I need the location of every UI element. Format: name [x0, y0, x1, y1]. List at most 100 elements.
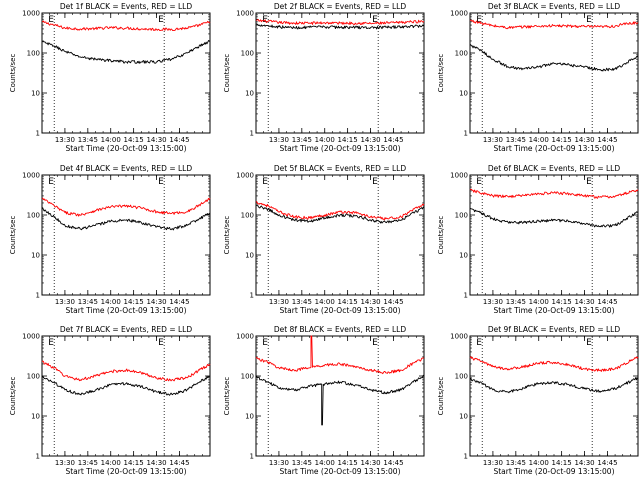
x-tick-label: 13:30 — [269, 459, 289, 467]
x-tick-label: 14:45 — [169, 136, 189, 144]
y-axis-label: Counts/sec — [9, 54, 17, 93]
x-tick-label: 14:00 — [315, 136, 335, 144]
event-marker-label: E — [48, 338, 54, 348]
chart-title: Det 8f BLACK = Events, RED = LLD — [274, 325, 407, 334]
chart-panel-8: Det 8f BLACK = Events, RED = LLD 1 10 100 10… — [223, 325, 425, 476]
series-line-black — [255, 374, 425, 426]
x-tick-label: 14:45 — [383, 298, 403, 306]
x-tick-label: 14:30 — [146, 298, 166, 306]
y-tick-label: 1000 — [236, 10, 254, 18]
y-tick-label: 1 — [250, 292, 254, 300]
event-marker-label: E — [262, 177, 268, 187]
y-tick-label: 1 — [464, 130, 468, 138]
y-axis-label: Counts/sec — [437, 377, 445, 416]
x-axis-label: Start Time (20-Oct-09 13:15:00) — [493, 306, 614, 315]
x-tick-label: 14:30 — [360, 136, 380, 144]
y-tick-label: 10 — [31, 252, 40, 260]
series-line-black — [469, 208, 639, 228]
x-tick-label: 14:30 — [574, 298, 594, 306]
y-tick-label: 1000 — [236, 172, 254, 180]
event-marker-label: E — [372, 338, 378, 348]
event-marker-label: E — [476, 15, 482, 25]
x-tick-label: 14:15 — [338, 136, 358, 144]
series-line-black — [255, 23, 425, 30]
event-marker-label: E — [476, 177, 482, 187]
x-tick-label: 14:30 — [360, 459, 380, 467]
series-line-red — [255, 201, 425, 221]
x-tick-label: 14:30 — [574, 136, 594, 144]
x-tick-label: 13:30 — [55, 298, 75, 306]
x-tick-label: 13:45 — [292, 298, 312, 306]
series-line-red — [469, 356, 639, 372]
x-tick-label: 13:30 — [55, 459, 75, 467]
event-marker-label: E — [372, 15, 378, 25]
series-line-red — [41, 360, 211, 382]
y-tick-label: 100 — [455, 212, 468, 220]
x-tick-label: 14:30 — [360, 298, 380, 306]
y-tick-label: 1 — [464, 292, 468, 300]
y-tick-label: 1000 — [450, 172, 468, 180]
series-line-red — [255, 335, 425, 375]
series-line-black — [469, 377, 639, 394]
y-tick-label: 100 — [241, 50, 254, 58]
x-axis-label: Start Time (20-Oct-09 13:15:00) — [493, 467, 614, 476]
y-tick-label: 10 — [459, 413, 468, 421]
y-axis-label: Counts/sec — [223, 216, 231, 255]
event-marker-label: E — [48, 177, 54, 187]
y-axis-label: Counts/sec — [9, 377, 17, 416]
x-tick-label: 14:45 — [597, 298, 617, 306]
y-tick-label: 1000 — [22, 333, 40, 341]
x-tick-label: 14:30 — [146, 136, 166, 144]
y-axis-label: Counts/sec — [437, 54, 445, 93]
y-axis-label: Counts/sec — [437, 216, 445, 255]
x-tick-label: 14:00 — [101, 136, 121, 144]
y-tick-label: 100 — [27, 212, 40, 220]
chart-panel-2: Det 2f BLACK = Events, RED = LLD 1 10 100 10… — [223, 2, 425, 153]
y-tick-label: 1000 — [450, 10, 468, 18]
x-tick-label: 14:15 — [552, 298, 572, 306]
y-tick-label: 1 — [464, 453, 468, 461]
x-tick-label: 14:45 — [383, 136, 403, 144]
y-tick-label: 1000 — [22, 10, 40, 18]
y-axis-label: Counts/sec — [223, 54, 231, 93]
y-tick-label: 100 — [455, 50, 468, 58]
x-axis-label: Start Time (20-Oct-09 13:15:00) — [279, 144, 400, 153]
x-tick-label: 14:45 — [383, 459, 403, 467]
x-tick-label: 14:45 — [597, 459, 617, 467]
event-marker-label: E — [48, 15, 54, 25]
x-tick-label: 13:30 — [483, 459, 503, 467]
chart-title: Det 3f BLACK = Events, RED = LLD — [488, 2, 621, 11]
x-tick-label: 13:30 — [483, 136, 503, 144]
x-tick-label: 14:00 — [315, 298, 335, 306]
event-marker-label: E — [158, 338, 164, 348]
x-tick-label: 13:30 — [269, 298, 289, 306]
chart-panel-4: Det 4f BLACK = Events, RED = LLD 1 10 100 10… — [9, 164, 211, 315]
x-tick-label: 13:30 — [55, 136, 75, 144]
series-line-red — [41, 20, 211, 31]
chart-title: Det 9f BLACK = Events, RED = LLD — [488, 325, 621, 334]
x-tick-label: 14:45 — [169, 459, 189, 467]
series-line-black — [41, 375, 211, 396]
x-axis-label: Start Time (20-Oct-09 13:15:00) — [493, 144, 614, 153]
x-tick-label: 14:30 — [574, 459, 594, 467]
x-tick-label: 13:30 — [269, 136, 289, 144]
y-tick-label: 1 — [36, 130, 40, 138]
y-tick-label: 100 — [27, 50, 40, 58]
y-tick-label: 1000 — [22, 172, 40, 180]
event-marker-label: E — [158, 15, 164, 25]
event-marker-label: E — [586, 338, 592, 348]
y-tick-label: 1000 — [236, 333, 254, 341]
y-axis-label: Counts/sec — [223, 377, 231, 416]
y-tick-label: 1 — [250, 130, 254, 138]
x-tick-label: 14:00 — [101, 459, 121, 467]
plot-frame — [469, 335, 639, 457]
plot-frame — [41, 174, 211, 296]
y-tick-label: 100 — [455, 373, 468, 381]
series-line-red — [255, 18, 425, 26]
y-tick-label: 1 — [250, 453, 254, 461]
series-line-black — [41, 40, 211, 64]
x-tick-label: 14:15 — [124, 136, 144, 144]
y-axis-label: Counts/sec — [9, 216, 17, 255]
chart-title: Det 5f BLACK = Events, RED = LLD — [274, 164, 407, 173]
